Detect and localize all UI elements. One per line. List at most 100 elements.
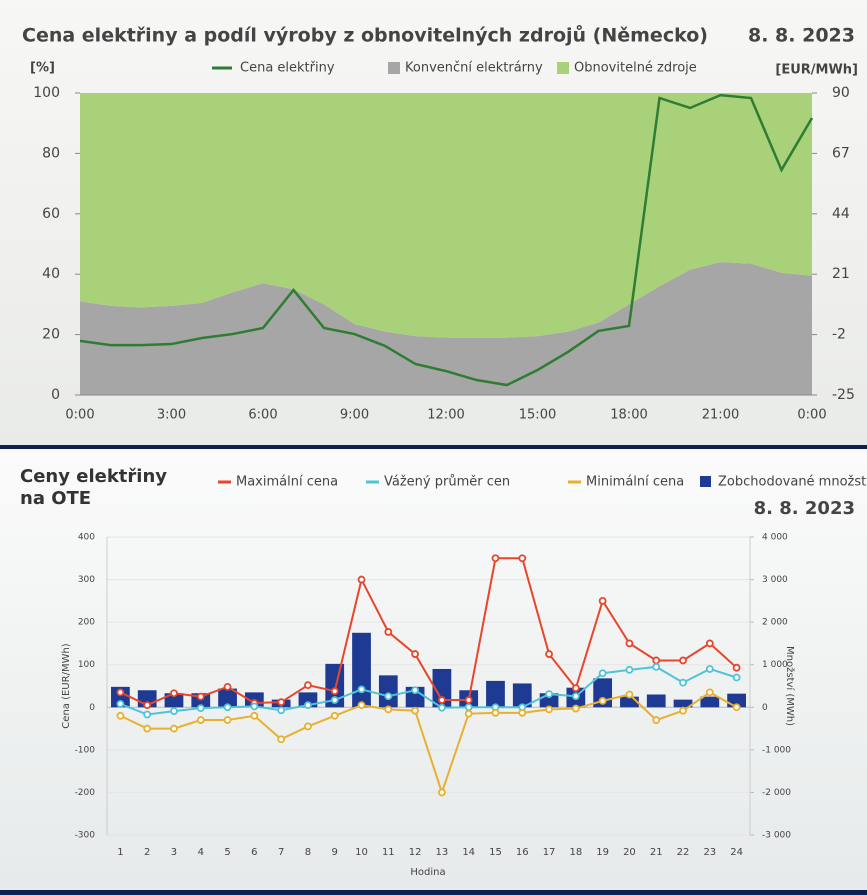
y2-tick-label: 90 [832, 85, 850, 101]
point [116, 699, 125, 708]
point [277, 735, 286, 744]
point [250, 702, 259, 711]
y2-tick-label: -1 000 [762, 745, 791, 755]
point [732, 673, 741, 682]
y-tick-label: 300 [78, 575, 95, 585]
x-tick-label: 14 [462, 847, 475, 858]
x-tick-label: 0:00 [797, 408, 826, 423]
point [545, 650, 553, 658]
bar [432, 668, 452, 708]
y2-axis-label: [EUR/MWh] [775, 63, 858, 78]
point [705, 639, 714, 648]
point [170, 724, 178, 733]
point [705, 688, 714, 697]
point [491, 708, 500, 717]
y-tick-label: 40 [42, 266, 60, 282]
bar [673, 699, 693, 708]
point [411, 706, 420, 715]
point [170, 689, 178, 698]
y2-tick-label: -2 [832, 327, 846, 343]
point [732, 663, 741, 672]
y-tick-label: -200 [75, 788, 96, 798]
line [119, 557, 738, 707]
legend-marker [388, 62, 400, 74]
y2-tick-label: 67 [832, 145, 850, 161]
line [119, 691, 738, 796]
y2-tick-label: 44 [832, 206, 850, 222]
point [116, 711, 125, 720]
y-tick-label: 80 [42, 145, 60, 161]
y2-axis-label: Množství (MWh) [784, 646, 796, 726]
x-tick-label: 20 [623, 847, 636, 858]
y2-tick-label: 0 [762, 703, 768, 713]
y-axis-label: [%] [30, 61, 55, 76]
x-tick-label: 12 [409, 847, 422, 858]
point [196, 716, 205, 724]
point [705, 665, 714, 673]
x-tick-label: 19 [596, 847, 609, 858]
date: 8. 8. 2023 [748, 25, 855, 47]
x-tick-label: 11 [382, 847, 395, 858]
legend-label: Maximální cena [236, 475, 338, 490]
point [437, 703, 446, 712]
x-tick-label: 15 [489, 847, 502, 858]
point [411, 686, 420, 695]
bar [486, 680, 505, 708]
point [545, 690, 553, 698]
x-tick-label: 24 [730, 847, 743, 858]
legend-marker [557, 62, 569, 74]
point [143, 710, 152, 719]
point [437, 788, 446, 797]
y-tick-label: -100 [75, 745, 96, 755]
bar [378, 675, 398, 708]
point [571, 684, 580, 693]
point [571, 704, 580, 713]
x-tick-label: 15:00 [519, 408, 556, 423]
point [464, 709, 473, 718]
x-tick-label: 7 [278, 847, 284, 858]
bar [164, 693, 184, 708]
y-tick-label: -300 [75, 831, 96, 841]
bar [620, 696, 639, 708]
point [223, 682, 232, 691]
point [518, 708, 527, 717]
legend-label: Konvenční elektrárny [405, 61, 543, 76]
x-tick-label: 21 [650, 847, 663, 858]
y2-tick-label: -3 000 [762, 831, 791, 841]
point [250, 711, 259, 720]
bar [512, 683, 532, 708]
x-tick-label: 3:00 [157, 408, 186, 423]
x-tick-label: 5 [224, 847, 230, 858]
y-axis-label: Cena (EUR/MWh) [61, 643, 72, 728]
point [304, 722, 312, 731]
point [143, 701, 152, 710]
x-tick-label: 18 [569, 847, 582, 858]
bar [700, 696, 720, 708]
point [357, 575, 366, 584]
y-tick-label: 60 [42, 206, 60, 222]
y2-tick-label: 3 000 [762, 575, 788, 585]
x-tick-label: 12:00 [427, 408, 464, 423]
point [598, 596, 607, 605]
point [223, 703, 232, 712]
point [170, 707, 178, 716]
area [80, 93, 812, 338]
point [571, 692, 580, 701]
x-tick-label: 8 [305, 847, 311, 858]
point [384, 692, 393, 701]
point [277, 698, 286, 707]
point [304, 701, 312, 710]
point [357, 701, 366, 710]
point [625, 665, 634, 674]
point [491, 554, 500, 563]
price-line [79, 93, 814, 387]
chart-2: 8. 8. 2023 Cena (EUR/MWh) Množství (MWh)… [61, 475, 867, 879]
x-tick-label: 2 [144, 847, 150, 858]
x-tick-label: 16 [516, 847, 529, 858]
x-axis-label: Hodina [410, 867, 445, 878]
bar [218, 688, 237, 708]
y-tick-label: 400 [78, 533, 95, 543]
x-tick-label: 10 [355, 847, 368, 858]
